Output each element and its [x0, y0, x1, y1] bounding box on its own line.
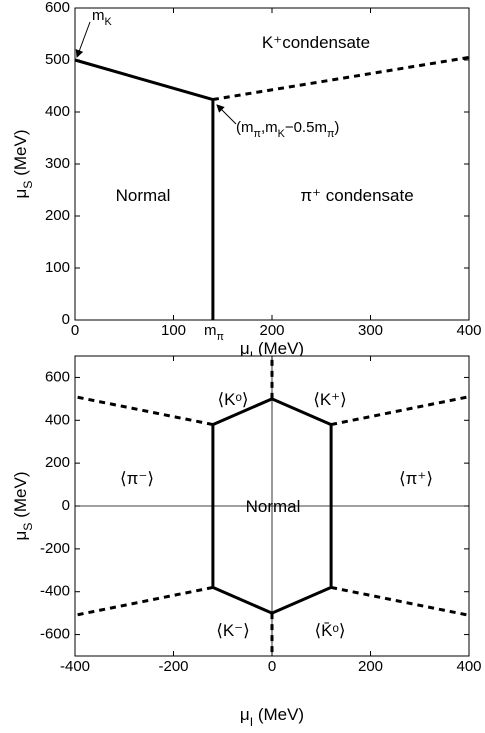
x-axis-label-part: I: [250, 715, 253, 729]
y-tick-label: 400: [45, 411, 70, 428]
annotation: Normal: [246, 497, 301, 516]
x-axis-label: μI (MeV): [240, 705, 304, 729]
annotation-part: −0.5m: [285, 119, 327, 136]
y-axis-label-part: μ: [11, 531, 30, 541]
y-axis-label-part: S: [21, 181, 35, 189]
boundary-line: [74, 58, 214, 101]
annotation-part: K: [105, 16, 113, 28]
y-tick-label: 300: [45, 155, 70, 172]
x-tick-label: 100: [161, 322, 186, 339]
annotation-part: π: [254, 128, 261, 140]
y-axis-label-part: (MeV): [11, 130, 30, 181]
x-axis-label-part: (MeV): [253, 705, 304, 724]
x-tick-label: 300: [358, 322, 383, 339]
x-tick-label: 200: [358, 658, 383, 675]
annotation-part: ⟨π⁺⟩: [399, 469, 433, 488]
x-axis-label-part: μ: [240, 339, 250, 358]
annotation: (mπ,mK−0.5mπ): [236, 119, 339, 140]
x-tick-label: 0: [268, 658, 276, 675]
annotation-part: (m: [236, 119, 254, 136]
y-tick-label: 500: [45, 51, 70, 68]
arrow: [216, 104, 237, 125]
annotation-part: m: [92, 7, 105, 24]
annotation: ⟨π⁻⟩: [120, 469, 154, 488]
y-axis-label: μS (MeV): [11, 472, 35, 541]
y-axis-label-part: μ: [11, 189, 30, 199]
annotation: ⟨K⁻⟩: [216, 621, 250, 640]
y-axis-label-part: S: [21, 523, 35, 531]
annotation: ⟨Kᵒ⟩: [217, 390, 248, 409]
x-tick-label: 0: [71, 322, 79, 339]
annotation: ⟨K⁺⟩: [313, 390, 347, 409]
annotation: mπ: [204, 322, 224, 343]
plot-area: [74, 7, 470, 321]
boundary-line: [74, 585, 214, 617]
annotation-part: ⟨K⁻⟩: [216, 621, 250, 640]
annotation-part: K⁺condensate: [262, 33, 370, 52]
annotation-part: Normal: [246, 497, 301, 516]
annotation-part: π: [327, 128, 334, 140]
annotation: ⟨K̄ᵒ⟩: [314, 621, 345, 640]
x-tick-label: 400: [456, 658, 481, 675]
x-tick-label: -400: [60, 658, 90, 675]
annotation-part: m: [204, 322, 217, 339]
y-tick-label: -200: [40, 540, 70, 557]
annotation: K⁺condensate: [262, 33, 370, 52]
y-tick-label: 0: [62, 497, 70, 514]
y-tick-label: 600: [45, 368, 70, 385]
y-tick-label: 100: [45, 259, 70, 276]
x-axis-label-part: (MeV): [253, 339, 304, 358]
x-tick-label: 400: [456, 322, 481, 339]
y-axis-label-part: (MeV): [11, 472, 30, 523]
annotation-part: ⟨K̄ᵒ⟩: [314, 621, 345, 640]
x-axis-label-part: μ: [240, 705, 250, 724]
annotation-part: ⟨π⁻⟩: [120, 469, 154, 488]
annotation: ⟨π⁺⟩: [399, 469, 433, 488]
annotation-part: K: [278, 128, 286, 140]
y-tick-label: 600: [45, 0, 70, 16]
x-tick-label: 200: [259, 322, 284, 339]
annotation-part: Normal: [116, 186, 171, 205]
boundary-line: [330, 585, 470, 617]
arrow: [75, 21, 91, 58]
y-tick-label: -400: [40, 583, 70, 600]
y-tick-label: 200: [45, 454, 70, 471]
y-axis-label: μS (MeV): [11, 130, 35, 199]
annotation: Normal: [116, 186, 171, 205]
y-tick-label: 0: [62, 311, 70, 328]
boundary-line: [74, 395, 214, 427]
annotation: π⁺ condensate: [300, 186, 413, 205]
boundary-line: [330, 395, 470, 427]
annotation-part: ⟨Kᵒ⟩: [217, 390, 248, 409]
annotation-part: ): [334, 119, 339, 136]
annotation-part: ⟨K⁺⟩: [313, 390, 347, 409]
annotation: mK: [92, 7, 113, 28]
y-tick-label: -600: [40, 626, 70, 643]
annotation-part: ,m: [261, 119, 278, 136]
y-tick-label: 200: [45, 207, 70, 224]
y-tick-label: 400: [45, 103, 70, 120]
x-tick-label: -200: [158, 658, 188, 675]
annotation-part: π⁺ condensate: [300, 186, 413, 205]
annotation-part: π: [217, 331, 224, 343]
